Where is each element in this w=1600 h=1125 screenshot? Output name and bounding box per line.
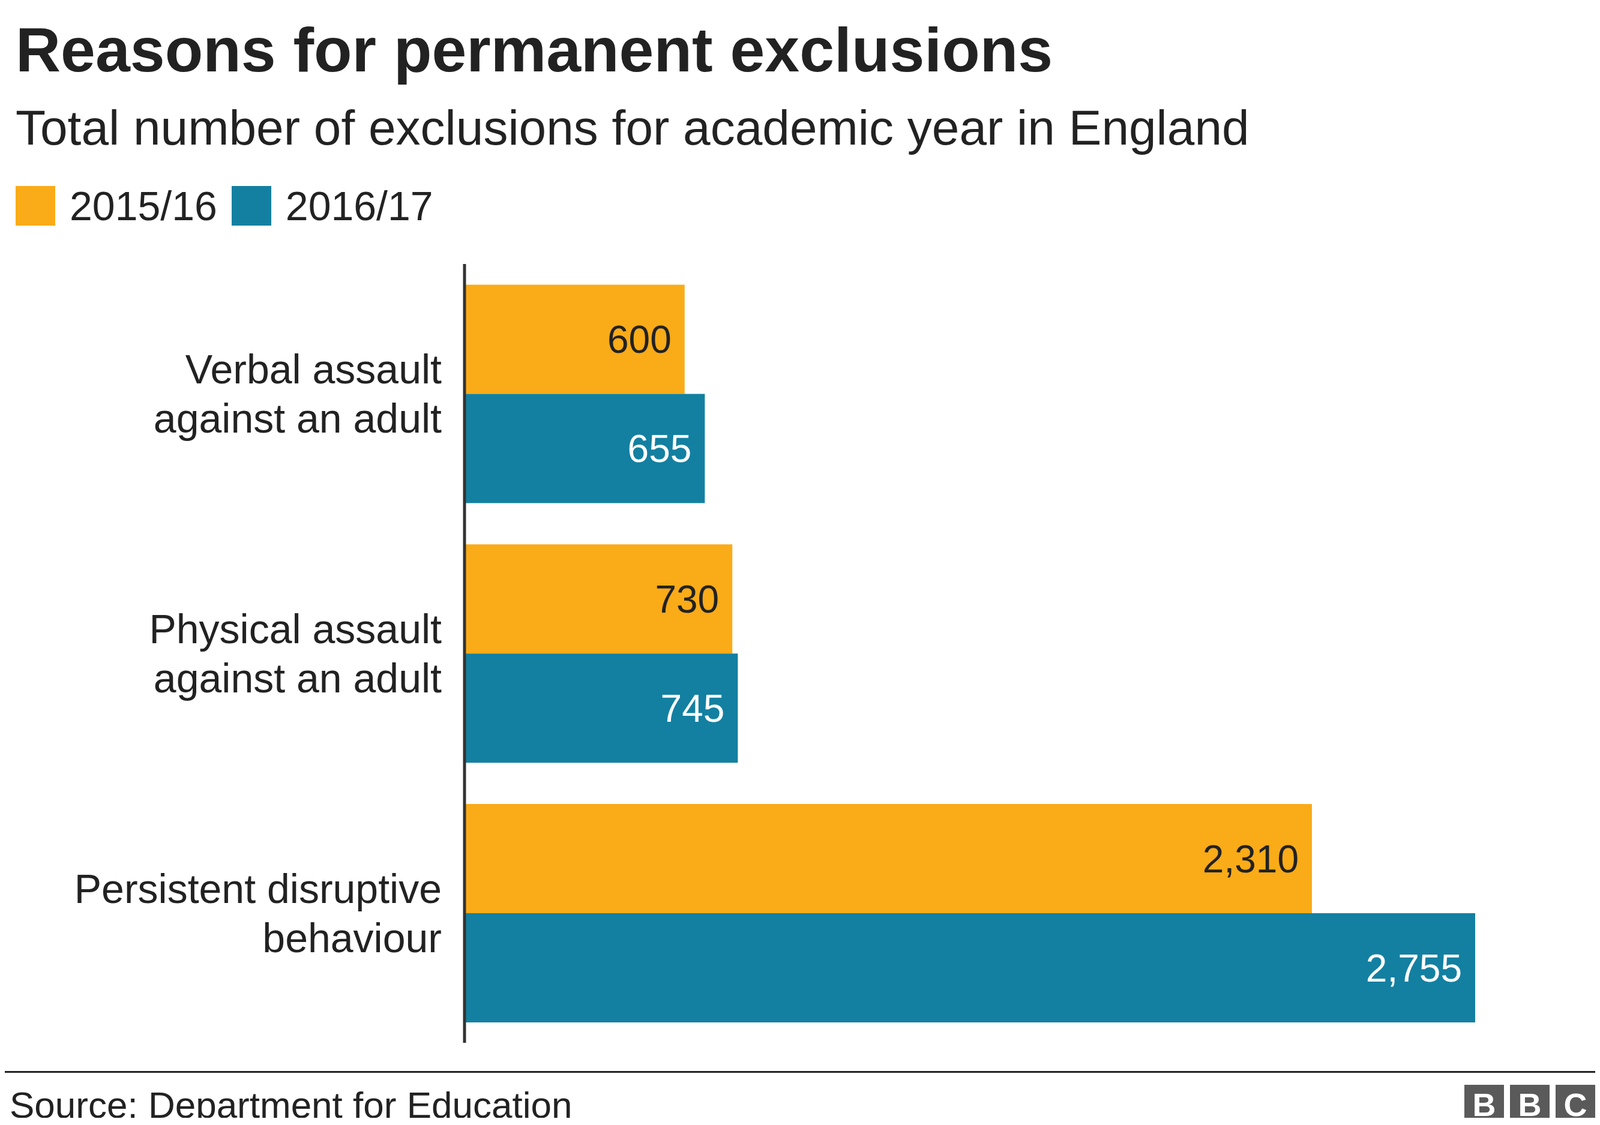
html-text:2016/17: 2016/17 bbox=[285, 183, 434, 229]
html-text:2015/16: 2015/16 bbox=[69, 183, 218, 229]
html-text:Reasons for permanent exclusio: Reasons for permanent exclusions bbox=[15, 15, 1053, 85]
svg-text:745: 745 bbox=[660, 687, 725, 731]
svg-text:730: 730 bbox=[654, 577, 719, 622]
svg-text:600: 600 bbox=[607, 318, 672, 362]
html-text:B: B bbox=[1472, 1086, 1496, 1123]
html-text:Source: Department for Educati: Source: Department for Education bbox=[9, 1084, 573, 1125]
svg-text:Physical assaultagainst an adu: Physical assaultagainst an adult bbox=[148, 606, 442, 701]
svg-text:2,755: 2,755 bbox=[1365, 947, 1462, 991]
html-text:C: C bbox=[1563, 1086, 1588, 1123]
svg-text:655: 655 bbox=[627, 427, 692, 471]
svg-text:2,310: 2,310 bbox=[1202, 837, 1299, 882]
html-text:Total number of exclusions for: Total number of exclusions for academic … bbox=[15, 100, 1250, 155]
svg-text:Persistent disruptivebehaviour: Persistent disruptivebehaviour bbox=[74, 866, 442, 961]
html-text:B: B bbox=[1518, 1086, 1542, 1123]
svg-text:Verbal assaultagainst an adult: Verbal assaultagainst an adult bbox=[153, 346, 442, 442]
